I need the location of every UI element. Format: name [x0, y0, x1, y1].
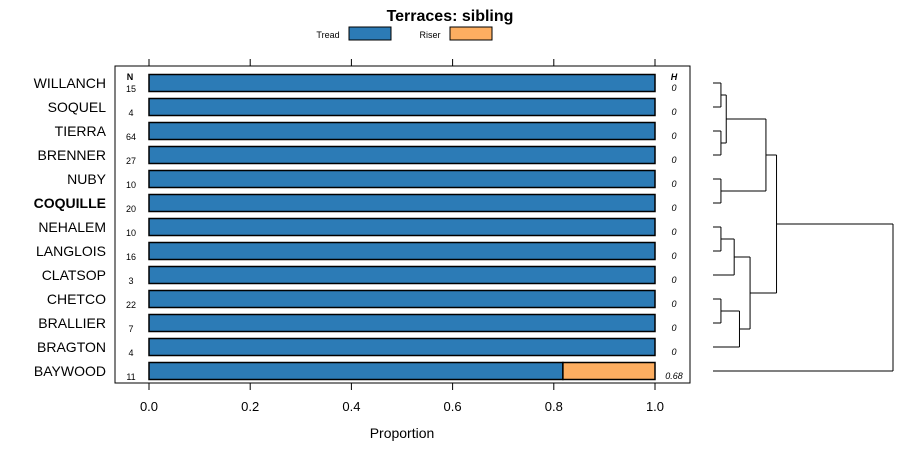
- h-value: 0: [671, 227, 676, 237]
- n-value: 4: [128, 108, 133, 118]
- bar-tread: [148, 217, 656, 237]
- bar-tread: [148, 193, 656, 213]
- h-value: 0: [671, 131, 676, 141]
- h-value: 0: [671, 179, 676, 189]
- category-label: CHETCO: [47, 291, 106, 307]
- n-value: 10: [126, 180, 136, 190]
- bar-tread: [148, 241, 656, 261]
- h-value: 0: [671, 155, 676, 165]
- h-column-header: H: [671, 72, 678, 82]
- category-label: LANGLOIS: [36, 243, 106, 259]
- legend-swatch-riser: [449, 26, 493, 41]
- category-label: WILLANCH: [34, 75, 106, 91]
- x-axis-label: Proportion: [370, 425, 435, 441]
- legend-label-tread: Tread: [316, 30, 339, 40]
- n-value: 3: [128, 276, 133, 286]
- n-value: 4: [128, 348, 133, 358]
- h-value: 0: [671, 83, 676, 93]
- h-value: 0: [671, 299, 676, 309]
- n-value: 22: [126, 300, 136, 310]
- n-value: 64: [126, 132, 136, 142]
- bar-tread: [148, 289, 656, 309]
- bar-tread: [148, 361, 564, 381]
- bar-tread: [148, 121, 656, 141]
- category-label: BAYWOOD: [34, 363, 106, 379]
- bar-tread: [148, 73, 656, 93]
- dendrogram: [713, 82, 894, 372]
- bar-tread: [148, 337, 656, 357]
- category-label: CLATSOP: [42, 267, 106, 283]
- h-value: 0: [671, 107, 676, 117]
- x-tick-label: 0.0: [140, 399, 158, 414]
- n-value: 10: [126, 228, 136, 238]
- category-label: BRENNER: [38, 147, 106, 163]
- category-label: BRALLIER: [38, 315, 106, 331]
- n-column-header: N: [127, 72, 134, 82]
- category-label: BRAGTON: [37, 339, 106, 355]
- category-label: COQUILLE: [34, 195, 106, 211]
- h-value: 0: [671, 275, 676, 285]
- bar-tread: [148, 265, 656, 285]
- bar-tread: [148, 145, 656, 165]
- category-label: NUBY: [67, 171, 107, 187]
- n-value: 7: [128, 324, 133, 334]
- n-value: 27: [126, 156, 136, 166]
- rows: WILLANCH 15 0 SOQUEL 4 0 TIERRA 64 0 BRENNER 27 0 NU…: [34, 73, 683, 382]
- chart-title: Terraces: sibling: [387, 8, 514, 25]
- legend-swatch-tread: [348, 26, 392, 41]
- category-label: SOQUEL: [48, 99, 107, 115]
- n-value: 15: [126, 84, 136, 94]
- bar-tread: [148, 97, 656, 117]
- plot-frame: [114, 65, 691, 384]
- x-tick-label: 1.0: [646, 399, 664, 414]
- legend-label-riser: Riser: [419, 30, 440, 40]
- x-tick-label: 0.6: [444, 399, 462, 414]
- h-value: 0: [671, 347, 676, 357]
- bar-riser: [562, 361, 656, 381]
- h-value: 0.68: [665, 371, 683, 381]
- axes: 0.0 0.2 0.4 0.6 0.8 1.0: [140, 59, 664, 414]
- n-value: 20: [126, 204, 136, 214]
- bar-tread: [148, 313, 656, 333]
- h-value: 0: [671, 323, 676, 333]
- x-tick-label: 0.8: [545, 399, 563, 414]
- category-label: TIERRA: [55, 123, 107, 139]
- x-tick-label: 0.2: [241, 399, 259, 414]
- category-label: NEHALEM: [38, 219, 106, 235]
- n-value: 16: [126, 252, 136, 262]
- h-value: 0: [671, 251, 676, 261]
- n-value: 11: [126, 372, 135, 382]
- h-value: 0: [671, 203, 676, 213]
- x-tick-label: 0.4: [342, 399, 360, 414]
- legend: Tread Riser: [316, 26, 493, 41]
- bar-tread: [148, 169, 656, 189]
